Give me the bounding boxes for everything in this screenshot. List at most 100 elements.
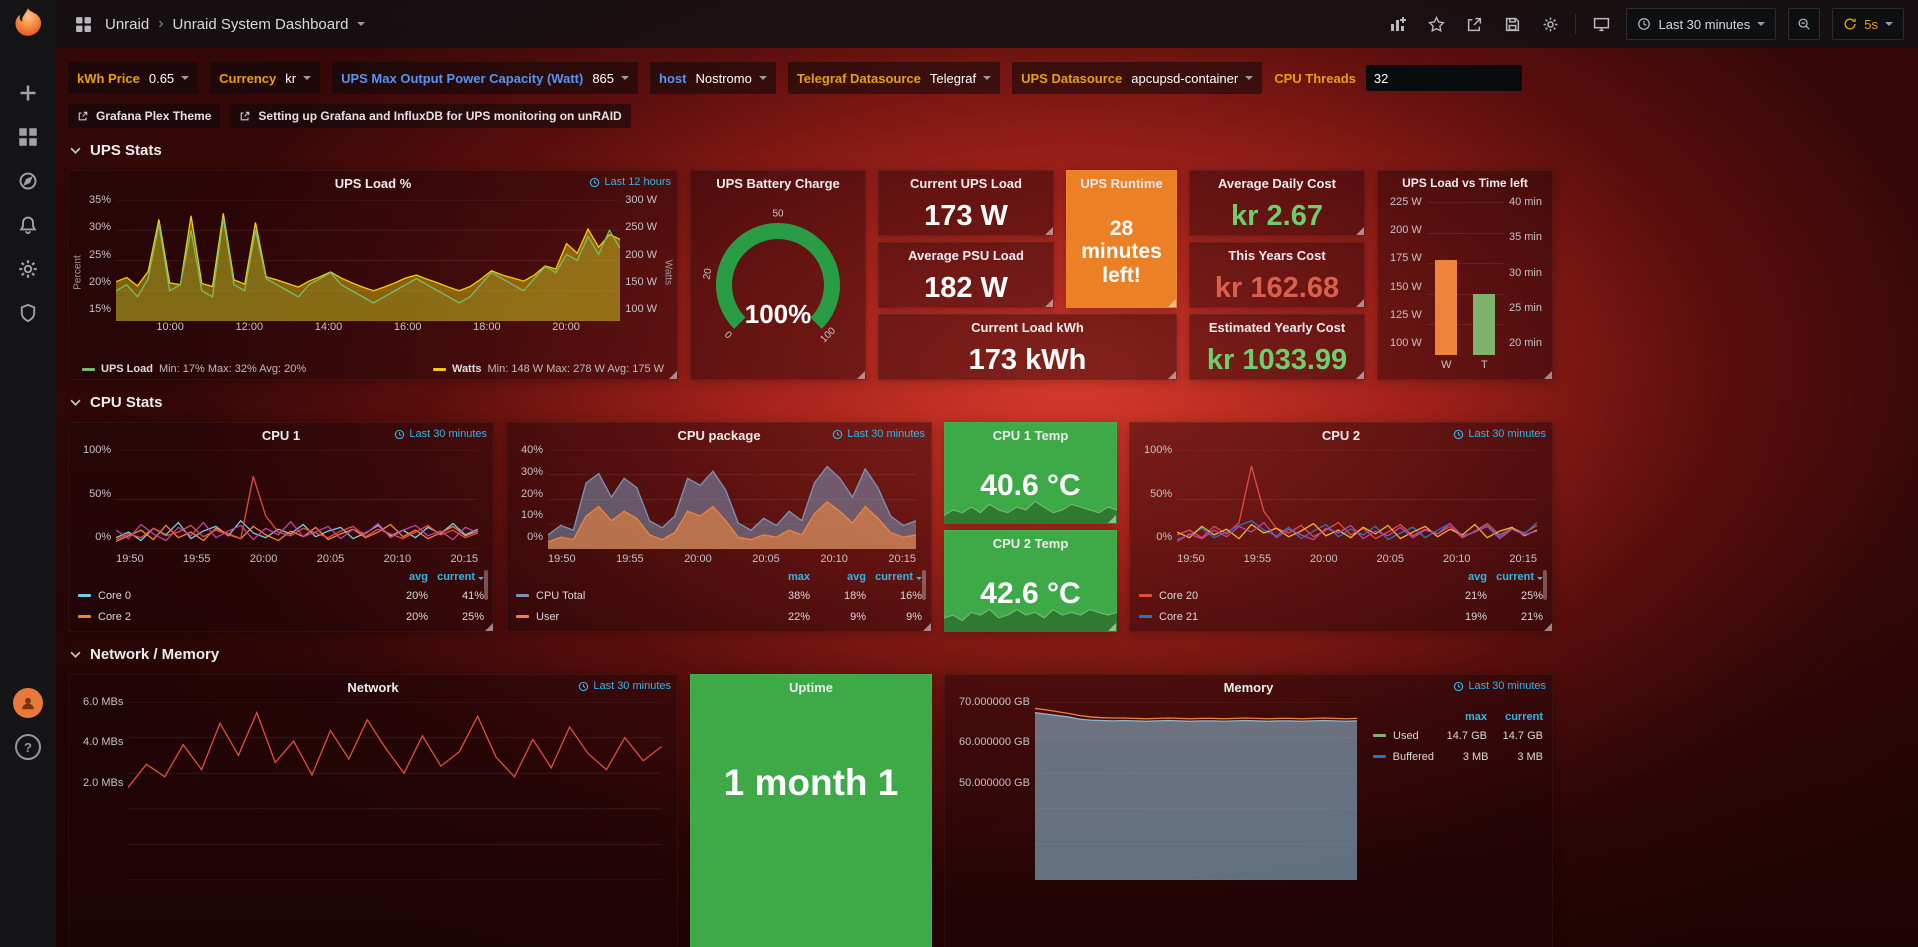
legend-scrollbar[interactable] — [1543, 570, 1547, 600]
variable-host[interactable]: host Nostromo — [650, 62, 776, 94]
variable-kwh-price[interactable]: kWh Price 0.65 — [68, 62, 199, 94]
panel-title[interactable]: UPS Load vs Time left — [1402, 176, 1528, 190]
settings-gear-icon[interactable] — [1537, 11, 1563, 37]
configuration-gear-icon[interactable] — [17, 258, 39, 280]
panel-current-load-kwh: Current Load kWh 173 kWh — [878, 314, 1177, 380]
panel-title[interactable]: Current UPS Load — [910, 175, 1022, 191]
panel-title[interactable]: CPU 2 Temp — [992, 535, 1069, 551]
plus-icon[interactable] — [17, 82, 39, 104]
panel-title[interactable]: UPS Battery Charge — [716, 175, 840, 191]
user-avatar[interactable] — [13, 688, 43, 718]
panel-time-override[interactable]: Last 30 minutes — [832, 428, 925, 440]
panel-ups-runtime: UPS Runtime 28 minutes left! — [1066, 170, 1177, 308]
star-icon[interactable] — [1423, 11, 1449, 37]
variable-value: apcupsd-container — [1131, 70, 1239, 86]
section-ups-stats[interactable]: UPS Stats — [70, 142, 162, 159]
stat-value: kr 2.67 — [1231, 199, 1323, 232]
temp-sparkline — [944, 496, 1117, 524]
stat-value: 40.6 °C — [980, 469, 1081, 503]
breadcrumb-dashboard-title[interactable]: Unraid System Dashboard — [172, 15, 349, 33]
chevron-down-icon — [70, 399, 81, 406]
legend-marker — [82, 367, 95, 371]
panel-time-override[interactable]: Last 30 minutes — [578, 680, 671, 692]
svg-text:100%: 100% — [745, 299, 812, 329]
grafana-logo-icon[interactable] — [10, 6, 46, 42]
link-grafana-plex-theme[interactable]: Grafana Plex Theme — [68, 104, 221, 128]
panel-time-override[interactable]: Last 30 minutes — [394, 428, 487, 440]
apps-icon — [70, 11, 96, 37]
refresh-icon — [1844, 18, 1856, 30]
dashboards-icon[interactable] — [17, 126, 39, 148]
panel-cpu-2-temp: CPU 2 Temp 42.6 °C — [944, 530, 1117, 632]
cpu-package-chart[interactable]: 40% 30% 20% 10% 0% 19:50 19:55 20:00 20:05 20:10 2… — [521, 444, 916, 565]
save-icon[interactable] — [1499, 11, 1525, 37]
panel-title[interactable]: CPU 1 Temp — [992, 427, 1069, 443]
dashboard-links-row: Grafana Plex Theme Setting up Grafana an… — [68, 104, 631, 128]
clock-icon — [395, 429, 405, 439]
panel-title[interactable]: UPS Load % — [334, 175, 412, 191]
legend-row: Core 0 20% 41% — [78, 585, 484, 606]
panel-title[interactable]: CPU package — [677, 427, 761, 443]
memory-chart[interactable]: 70.000000 GB 60.000000 GB 50.000000 GB — [954, 696, 1357, 880]
panel-time-override[interactable]: Last 30 minutes — [1453, 680, 1546, 692]
chevron-down-icon — [1245, 76, 1254, 80]
variable-currency[interactable]: Currency kr — [210, 62, 321, 94]
refresh-picker[interactable]: 5s — [1832, 8, 1904, 40]
add-panel-icon[interactable] — [1385, 11, 1411, 37]
link-label: Setting up Grafana and InfluxDB for UPS … — [258, 109, 622, 123]
graph-legend-table: avg current Core 0 20% 41% Core 2 20% 25% — [78, 568, 488, 627]
section-cpu-stats[interactable]: CPU Stats — [70, 394, 163, 411]
panel-title[interactable]: Current Load kWh — [971, 319, 1084, 335]
legend-row: Used 14.7 GB 14.7 GB — [1373, 725, 1543, 746]
panel-network: Network Last 30 minutes 6.0 MBs 4.0 MBs 2.… — [68, 674, 678, 947]
panel-title[interactable]: Uptime — [788, 679, 834, 695]
clock-icon — [1454, 681, 1464, 691]
external-link-icon — [241, 111, 250, 121]
legend-scrollbar[interactable] — [484, 570, 488, 600]
variable-ups-datasource[interactable]: UPS Datasource apcupsd-container — [1012, 62, 1263, 94]
panel-title[interactable]: Memory — [1223, 679, 1274, 695]
zoom-out-button[interactable] — [1788, 8, 1821, 40]
legend-scrollbar[interactable] — [922, 570, 926, 600]
variable-telegraf-datasource[interactable]: Telegraf Datasource Telegraf — [787, 62, 1001, 94]
clock-icon — [590, 177, 600, 187]
section-network-memory[interactable]: Network / Memory — [70, 646, 219, 663]
breadcrumb-app[interactable]: Unraid — [105, 15, 150, 33]
sidebar: ? — [0, 0, 56, 947]
panel-title[interactable]: Average Daily Cost — [1217, 175, 1336, 191]
link-ups-monitoring-guide[interactable]: Setting up Grafana and InfluxDB for UPS … — [230, 104, 631, 128]
panel-time-override[interactable]: Last 30 minutes — [1453, 428, 1546, 440]
alerting-bell-icon[interactable] — [17, 214, 39, 236]
help-icon[interactable]: ? — [15, 734, 41, 760]
panel-average-daily-cost: Average Daily Cost kr 2.67 — [1189, 170, 1365, 236]
cpu-threads-input[interactable]: 32 — [1365, 65, 1522, 91]
network-chart[interactable]: 6.0 MBs 4.0 MBs 2.0 MBs — [78, 696, 662, 880]
ups-load-chart[interactable]: 35% 30% 25% 20% 15% 300 W 250 W 200 W 150 W 100 W… — [89, 194, 657, 333]
panel-title[interactable]: UPS Runtime — [1080, 175, 1163, 191]
variable-label: CPU Threads — [1274, 70, 1356, 86]
cpu2-chart[interactable]: 100% 50% 0% 19:50 19:55 20:00 20:05 20:10 20:15 — [1144, 444, 1537, 565]
variable-label: Telegraf Datasource — [796, 70, 921, 86]
panel-title[interactable]: Network — [347, 679, 399, 695]
link-label: Grafana Plex Theme — [96, 109, 212, 123]
variable-ups-max-output[interactable]: UPS Max Output Power Capacity (Watt) 865 — [332, 62, 639, 94]
panel-title[interactable]: This Years Cost — [1228, 247, 1326, 263]
explore-icon[interactable] — [17, 170, 39, 192]
cpu1-chart[interactable]: 100% 50% 0% 19:50 19:55 20:00 20:05 20:10 20:15 — [83, 444, 478, 565]
time-range-picker[interactable]: Last 30 minutes — [1626, 8, 1777, 40]
panel-ups-battery-charge: UPS Battery Charge 0 20 50 100 100% — [690, 170, 866, 380]
admin-shield-icon[interactable] — [17, 302, 39, 324]
chevron-down-icon[interactable] — [357, 22, 366, 26]
panel-title[interactable]: CPU 2 — [1321, 427, 1361, 443]
share-icon[interactable] — [1461, 11, 1487, 37]
stat-value: 28 minutes left! — [1081, 216, 1162, 287]
panel-title[interactable]: Average PSU Load — [908, 247, 1024, 263]
variable-value: 0.65 — [148, 70, 175, 86]
cycle-view-monitor-icon[interactable] — [1588, 11, 1614, 37]
stat-value: 173 kWh — [968, 343, 1087, 376]
panel-title[interactable]: CPU 1 — [261, 427, 301, 443]
variable-value: kr — [285, 70, 297, 86]
panel-time-override[interactable]: Last 12 hours — [589, 176, 671, 188]
chevron-down-icon — [70, 147, 81, 154]
panel-title[interactable]: Estimated Yearly Cost — [1208, 319, 1346, 335]
